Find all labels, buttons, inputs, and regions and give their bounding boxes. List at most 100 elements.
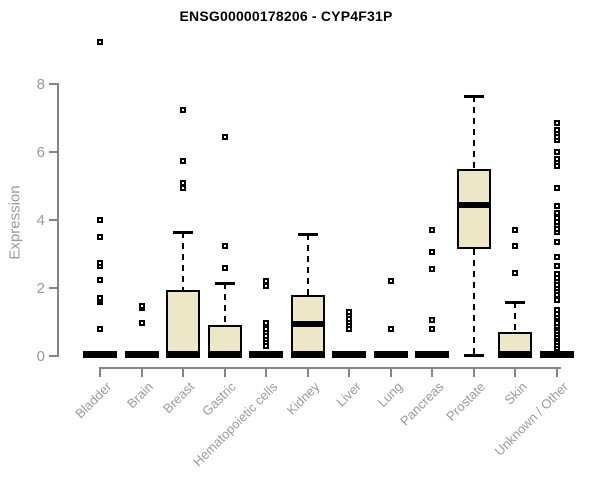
outlier-point — [553, 296, 560, 303]
outlier-point — [97, 295, 103, 302]
outlier-point — [138, 319, 145, 326]
outlier-point — [221, 264, 228, 271]
outlier-point — [553, 320, 560, 327]
y-axis-line — [57, 83, 59, 357]
box-breast — [166, 289, 200, 356]
outlier-point — [180, 179, 186, 186]
whisker — [223, 282, 226, 326]
chart-title: ENSG00000178206 - CYP4F31P — [179, 8, 393, 24]
collapsed-box-bar — [373, 351, 408, 358]
collapsed-box-bar — [124, 351, 159, 358]
collapsed-box-bar — [332, 351, 366, 358]
whisker — [472, 248, 475, 356]
x-tick — [472, 369, 475, 377]
x-tick-label: Gastric — [199, 379, 240, 419]
outlier-point — [553, 120, 560, 127]
x-tick — [265, 369, 267, 377]
whisker-cap — [463, 354, 484, 357]
outlier-point — [97, 276, 103, 283]
x-tick — [182, 369, 184, 377]
outlier-point — [263, 320, 269, 327]
median-line — [166, 351, 200, 358]
y-tick-label: 8 — [36, 76, 45, 93]
whisker — [306, 233, 309, 295]
collapsed-box-bar — [83, 351, 117, 358]
outlier-point — [97, 217, 103, 223]
outlier-point — [553, 215, 560, 222]
outlier-point — [553, 184, 560, 191]
outlier-point — [97, 259, 103, 266]
outlier-point — [553, 262, 560, 269]
median-line — [207, 351, 242, 358]
median-line — [290, 351, 325, 358]
outlier-point — [512, 269, 518, 276]
outlier-point — [553, 271, 560, 278]
box-prostate — [456, 169, 491, 249]
outlier-point — [553, 149, 560, 155]
x-tick-label: Breast — [160, 379, 198, 417]
x-tick — [140, 369, 143, 377]
outlier-point — [553, 307, 560, 314]
whisker — [472, 95, 475, 169]
whisker — [182, 231, 184, 290]
outlier-point — [180, 184, 186, 191]
x-tick — [348, 369, 350, 377]
x-tick — [223, 369, 226, 377]
y-tick — [49, 151, 57, 153]
outlier-point — [512, 227, 518, 234]
outlier-point — [553, 254, 560, 261]
outlier-point — [429, 227, 435, 234]
x-tick-label: Brain — [124, 379, 157, 412]
median-line — [290, 320, 325, 327]
median-line — [498, 351, 532, 358]
y-tick — [49, 219, 57, 221]
outlier-point — [97, 325, 103, 332]
outlier-point — [429, 266, 435, 273]
x-axis-line — [99, 367, 561, 369]
outlier-point — [512, 242, 518, 249]
outlier-point — [97, 38, 103, 45]
outlier-point — [553, 126, 560, 133]
x-tick-label: Lung — [374, 379, 406, 411]
outlier-point — [387, 278, 394, 285]
x-tick-label: Liver — [333, 379, 364, 410]
outlier-point — [553, 210, 560, 217]
outlier-point — [429, 325, 435, 332]
median-line — [456, 201, 491, 208]
x-tick — [306, 369, 309, 377]
collapsed-box-bar — [249, 351, 283, 358]
x-tick — [514, 369, 516, 377]
outlier-point — [429, 317, 435, 324]
whisker — [514, 301, 516, 333]
outlier-point — [429, 249, 435, 256]
y-tick — [49, 83, 57, 85]
y-tick-label: 0 — [36, 348, 45, 365]
x-tick — [99, 369, 101, 377]
outlier-point — [553, 239, 560, 246]
x-tick-label: Skin — [501, 379, 530, 408]
y-tick-label: 6 — [36, 144, 45, 161]
x-tick-label: Pancreas — [397, 379, 447, 429]
x-tick — [431, 369, 433, 377]
collapsed-box-bar — [415, 351, 449, 358]
y-tick — [49, 287, 57, 289]
outlier-point — [346, 308, 352, 315]
outlier-point — [138, 303, 145, 310]
outlier-point — [221, 242, 228, 249]
y-tick-label: 2 — [36, 280, 45, 297]
x-tick — [555, 369, 558, 377]
outlier-point — [97, 234, 103, 240]
outlier-point — [221, 133, 228, 140]
outlier-point — [180, 106, 186, 113]
outlier-point — [387, 326, 394, 333]
y-tick — [49, 355, 57, 357]
outlier-point — [263, 283, 269, 290]
collapsed-box-bar — [539, 351, 574, 358]
outlier-point — [553, 203, 560, 210]
y-tick-label: 4 — [36, 212, 45, 229]
outlier-point — [180, 157, 186, 164]
outlier-point — [263, 278, 269, 285]
outlier-point — [553, 155, 560, 162]
x-tick-label: Kidney — [283, 379, 323, 418]
